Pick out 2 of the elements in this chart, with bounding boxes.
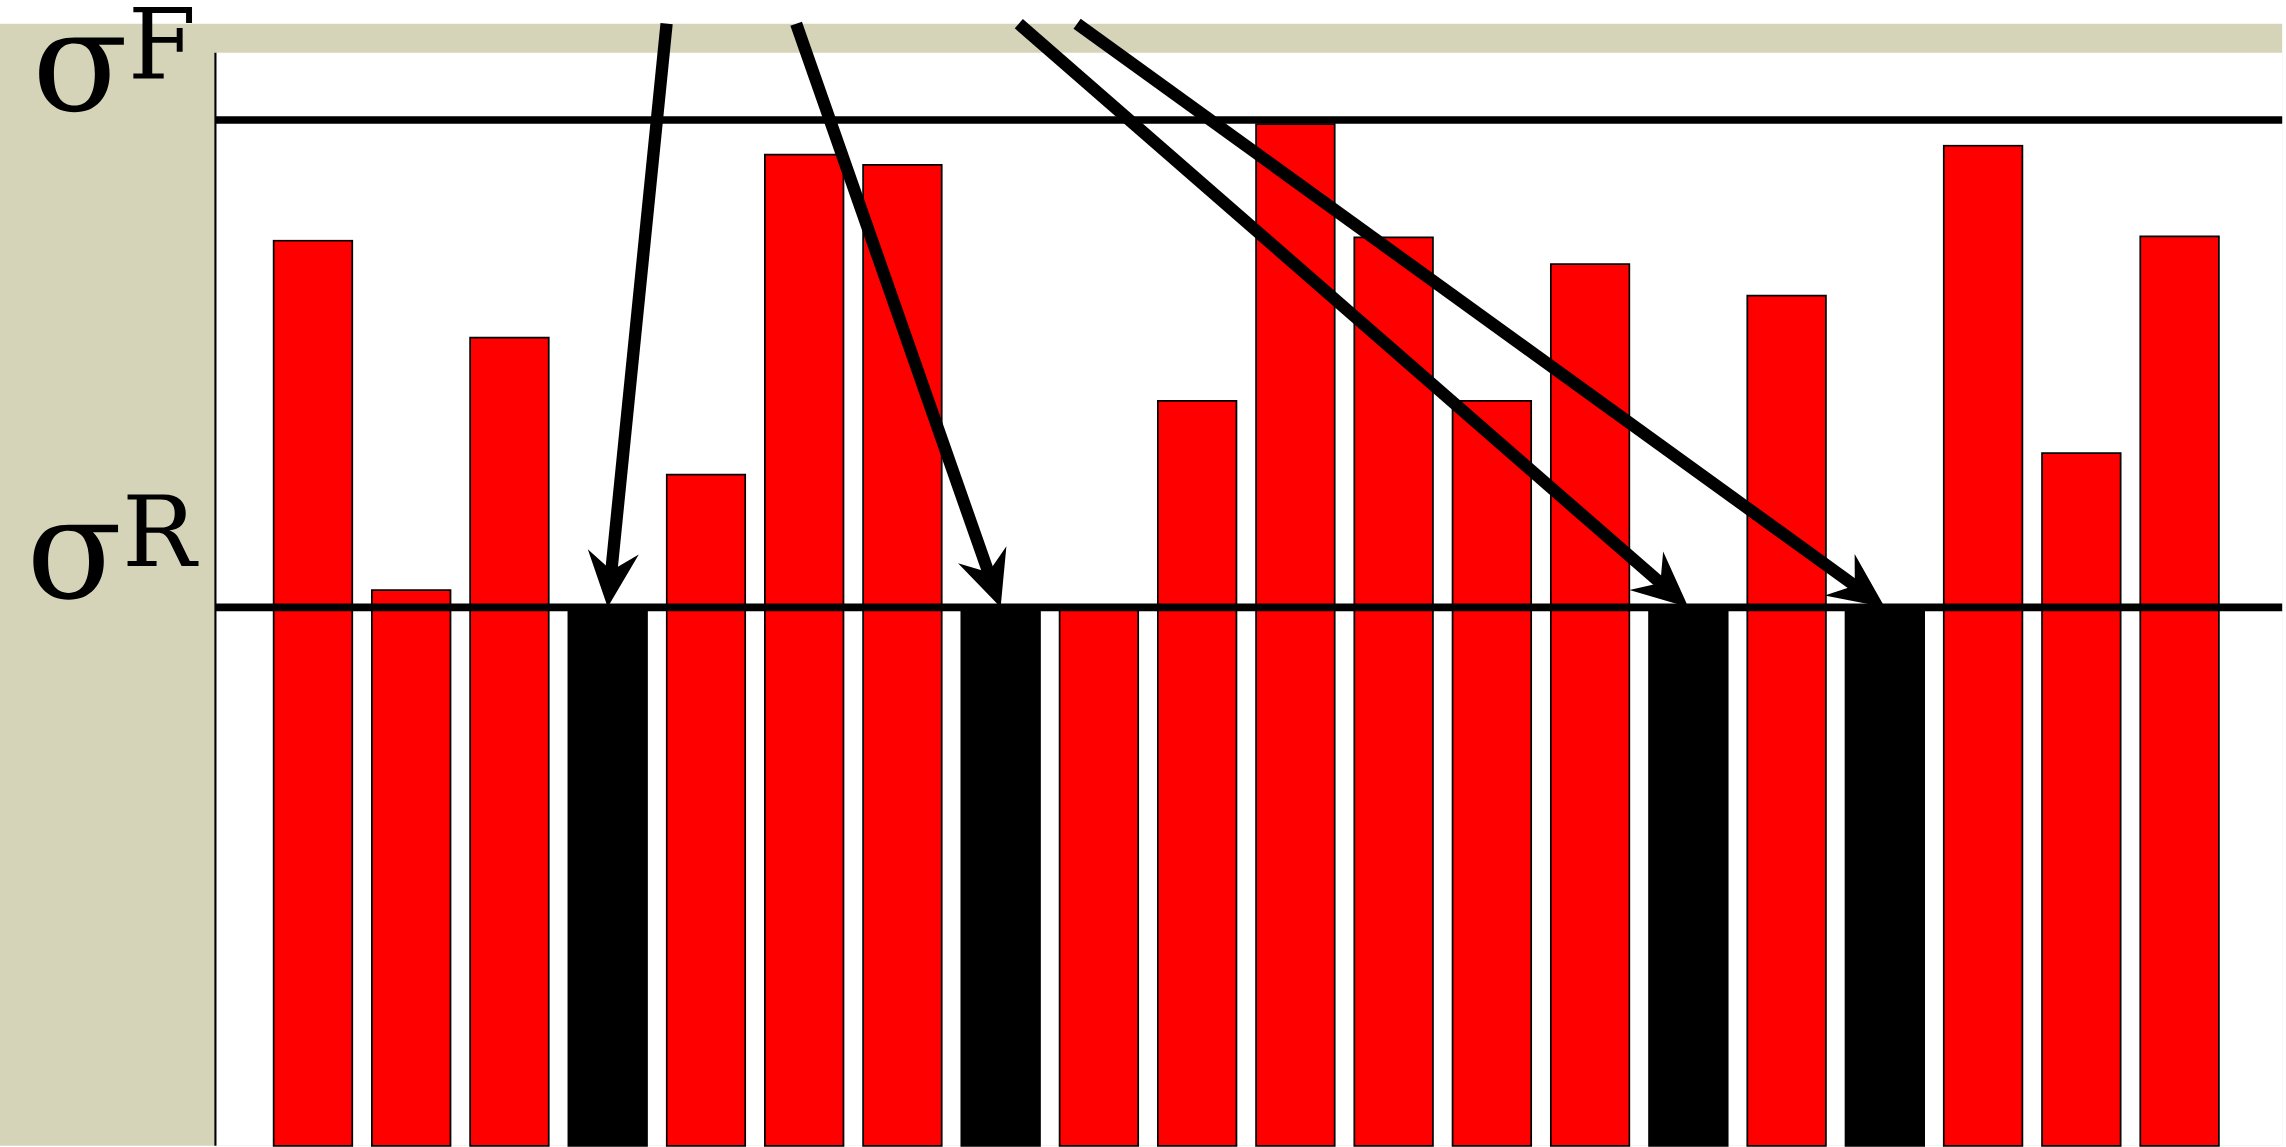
- ref-line-label: σ$^{F}$: [39, 7, 193, 113]
- ref-line-label: σ$^{R}$: [33, 494, 199, 600]
